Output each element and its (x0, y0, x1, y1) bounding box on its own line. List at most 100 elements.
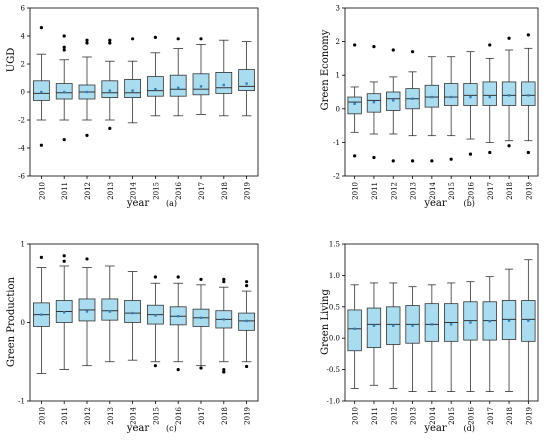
y-tick-label: 0.5 (329, 303, 340, 311)
y-tick-label: -6 (18, 173, 25, 181)
box-2014 (124, 37, 141, 179)
mean-marker (449, 95, 453, 99)
outlier-point (153, 364, 157, 368)
outlier-point (488, 150, 492, 155)
box-2019 (521, 259, 536, 404)
mean-marker (40, 313, 43, 316)
box-2013 (405, 286, 420, 404)
outlier-point (245, 284, 249, 288)
mean-marker (154, 314, 157, 317)
x-tick-label: 2014 (130, 406, 138, 424)
box-2010 (33, 26, 50, 179)
x-axis-label: year (423, 198, 447, 209)
outlier-point (449, 157, 453, 161)
y-tick-label: -2 (18, 117, 25, 125)
outlier-point (391, 48, 395, 52)
y-tick-label: 0 (336, 105, 340, 113)
x-tick-label: 2018 (221, 182, 229, 200)
mean-marker (469, 95, 472, 99)
mean-marker (527, 319, 530, 322)
box-body (366, 307, 382, 349)
outlier-point (85, 41, 89, 45)
outlier-point (353, 154, 357, 158)
x-tick-label: 2017 (487, 407, 495, 425)
box-2016 (169, 37, 187, 179)
outlier-point (410, 159, 415, 163)
outlier-point (131, 37, 135, 41)
outlier-point (526, 150, 530, 155)
outlier-point (153, 35, 157, 40)
mean-marker (392, 324, 395, 327)
box-body (347, 96, 362, 115)
y-tick-label: 0.0 (329, 335, 340, 343)
panel-a: -6 -4 -2 0 2 4 6 2010 2011 2012 2013 2014 2015 2016 20… (6, 5, 259, 209)
y-tick-label: 1 (336, 72, 340, 80)
outlier-point (153, 275, 157, 279)
y-tick-label: 1.5 (329, 241, 340, 249)
box-2017 (192, 37, 210, 179)
x-tick-label: 2014 (130, 181, 138, 199)
panel-c: -1 0 1 2010 2011 2012 2013 2014 2015 2016 2017 2018… (6, 241, 259, 434)
x-tick-label: 2015 (448, 182, 456, 200)
box-body (124, 300, 141, 323)
outlier-point (245, 364, 249, 369)
x-tick-label: 2016 (467, 406, 475, 424)
box-2013 (101, 38, 119, 179)
panel-d: -1.0 -0.5 0.0 0.5 1.0 1.5 2010 2011 2012 2013 2014… (320, 241, 539, 434)
box-2018 (215, 39, 233, 179)
outlier-point (108, 41, 112, 45)
panel-label: (c) (166, 424, 177, 433)
box-2015 (147, 275, 164, 404)
box-2019 (521, 33, 536, 179)
box-body (463, 83, 478, 106)
mean-marker (372, 324, 376, 327)
box-2018 (501, 268, 517, 404)
mean-marker (222, 318, 225, 321)
mean-marker (507, 319, 511, 322)
outlier-point (245, 280, 249, 284)
box-body (147, 76, 164, 97)
box-body (101, 298, 119, 321)
x-axis-label: year (126, 198, 150, 209)
outlier-point (39, 26, 44, 30)
mean-marker (199, 85, 203, 88)
outlier-point (410, 50, 415, 54)
outlier-point (85, 133, 89, 137)
y-tick-label: 2 (336, 38, 340, 46)
mean-marker (488, 95, 491, 99)
y-tick-label: 0 (21, 319, 25, 327)
outlier-point (62, 254, 66, 258)
x-tick-label: 2016 (467, 181, 475, 199)
x-tick-label: 2012 (390, 182, 398, 200)
panel-b: -2 -1 0 1 2 3 2010 2011 2012 2013 2014 2015 2016 2017… (320, 5, 539, 209)
box-2019 (238, 41, 255, 179)
outlier-point (62, 138, 66, 142)
box-2014 (424, 284, 440, 404)
box-2013 (405, 50, 420, 179)
box-2016 (463, 51, 478, 179)
y-tick-label: 0 (21, 89, 25, 97)
y-axis-label: Green Production (6, 277, 17, 367)
y-tick-label: 1.0 (329, 272, 340, 280)
outlier-point (85, 38, 89, 42)
outlier-point (222, 370, 226, 374)
box-2011 (366, 45, 382, 179)
x-tick-label: 2019 (525, 407, 533, 425)
plot-frame (344, 243, 539, 402)
mean-marker (353, 102, 356, 105)
outlier-point (353, 43, 357, 47)
x-tick-label: 2010 (352, 182, 360, 200)
box-2016 (169, 275, 187, 404)
box-2019 (238, 280, 255, 404)
box-body (347, 309, 362, 352)
mean-marker (245, 82, 248, 85)
outlier-point (391, 159, 395, 163)
box-2011 (366, 282, 382, 404)
x-tick-label: 2012 (84, 182, 92, 200)
x-tick-label: 2017 (198, 407, 206, 425)
mean-marker (131, 89, 134, 92)
mean-marker (372, 100, 376, 104)
mean-marker (131, 311, 134, 315)
panel-label: (b) (464, 199, 475, 208)
box-2013 (101, 265, 119, 404)
